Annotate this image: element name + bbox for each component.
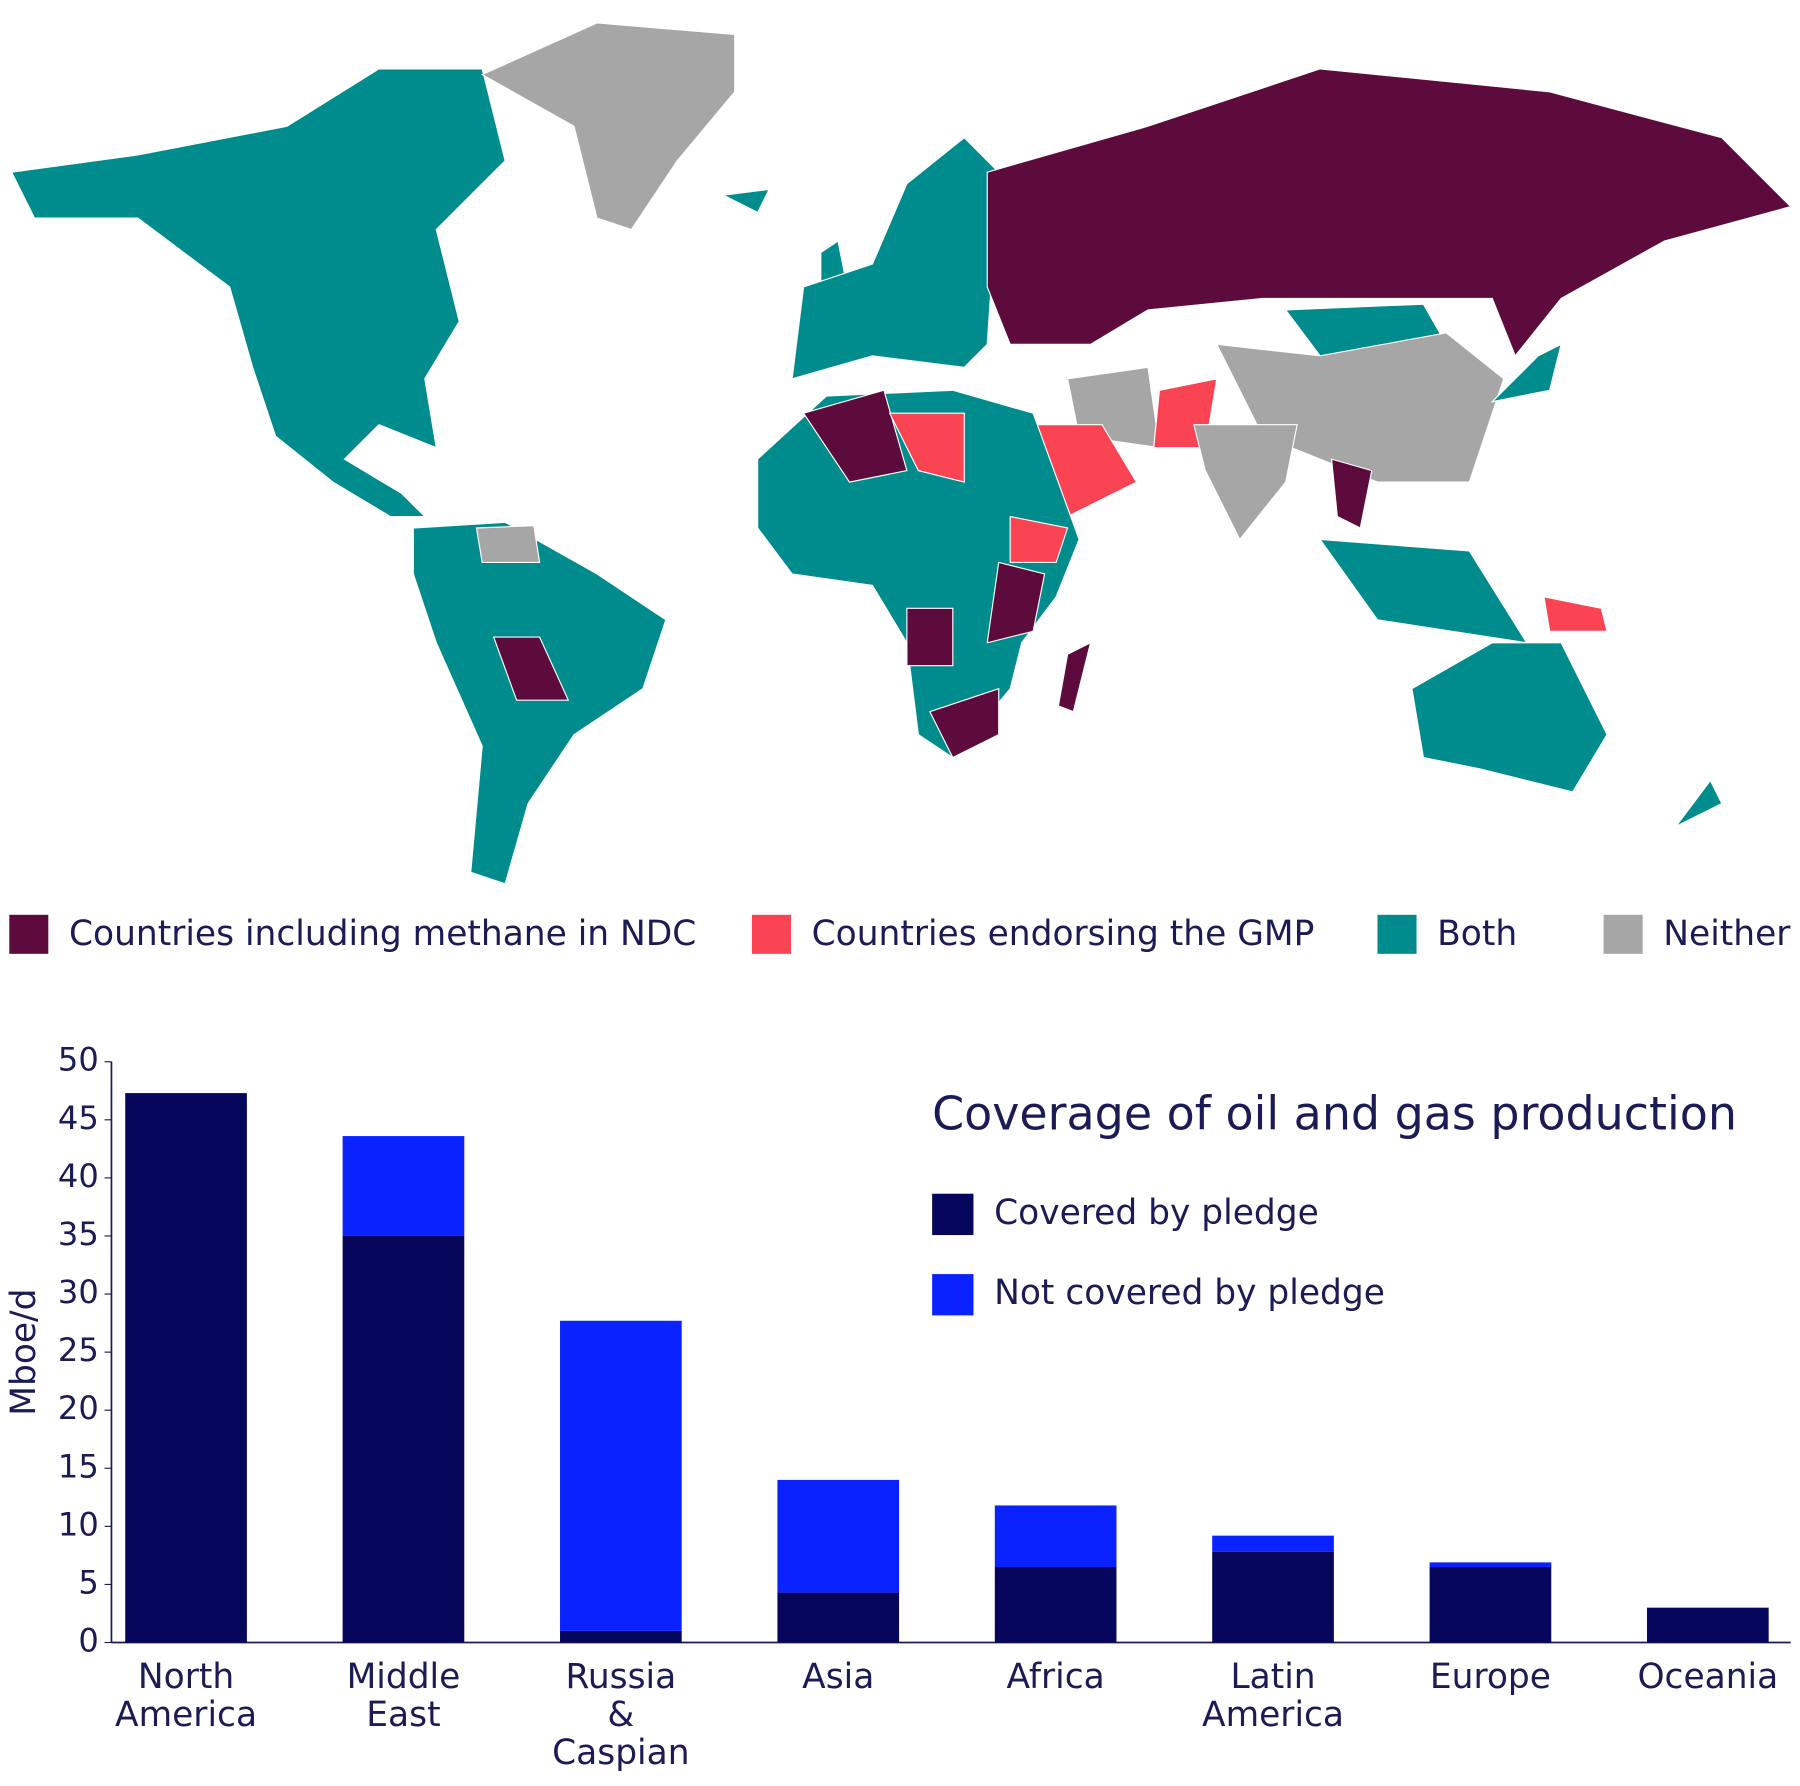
y-tick-label: 35 — [58, 1215, 99, 1253]
bolivia — [492, 636, 570, 701]
x-tick-label-line: Caspian — [552, 1732, 689, 1772]
x-tick-label-line: East — [366, 1694, 440, 1734]
y-tick-label: 50 — [58, 1041, 99, 1079]
x-tick-label: Africa — [1007, 1657, 1105, 1697]
bar-segment — [1646, 1607, 1769, 1643]
bar-segment — [777, 1592, 900, 1643]
x-tick-label: Oceania — [1637, 1657, 1778, 1697]
y-tick-label: 45 — [58, 1099, 99, 1137]
legend-swatch — [751, 914, 791, 954]
legend-label: Neither — [1663, 914, 1791, 954]
bar-segment — [994, 1505, 1117, 1568]
bar-segment — [342, 1136, 465, 1236]
iceland — [721, 188, 771, 214]
x-tick-label: Latin America — [1202, 1657, 1344, 1735]
x-tick-label: Asia — [802, 1657, 874, 1697]
y-tick-label: 20 — [58, 1389, 99, 1427]
bar-chart: Coverage of oil and gas production Mboe/… — [4, 1041, 1791, 1773]
legend-swatch — [932, 1274, 974, 1316]
legend-label: Both — [1437, 914, 1517, 954]
x-tick-label: Russia & Caspian — [552, 1657, 689, 1773]
world-map — [10, 22, 1792, 885]
x-tick-label: North America — [115, 1657, 257, 1735]
bar-segment — [1429, 1567, 1552, 1643]
legend-swatch — [1603, 914, 1643, 954]
ethiopia — [1009, 515, 1069, 564]
x-tick-label-line: North — [138, 1657, 234, 1697]
y-tick-label: 30 — [58, 1273, 99, 1311]
algeria — [802, 389, 908, 483]
south-africa — [929, 687, 1000, 759]
angola — [906, 607, 954, 667]
x-tick-label-line: Latin — [1230, 1657, 1315, 1697]
x-tick-label-line: America — [115, 1694, 257, 1734]
venezuela — [475, 525, 541, 564]
x-tick-label-line: Asia — [802, 1657, 874, 1697]
thailand — [1330, 458, 1373, 529]
bar-segment — [342, 1235, 465, 1643]
x-tick-label: Middle East — [347, 1657, 461, 1735]
y-tick-label: 15 — [58, 1447, 99, 1485]
india — [1193, 424, 1298, 541]
x-tick-label-line: Russia — [565, 1657, 676, 1697]
y-tick-label: 0 — [78, 1622, 98, 1660]
bar-segment — [777, 1479, 900, 1593]
x-tick-label-line: Middle — [347, 1657, 461, 1697]
bar-segment — [1212, 1535, 1334, 1552]
legend-label: Countries endorsing the GMP — [812, 914, 1315, 954]
bar-segment — [125, 1093, 247, 1643]
greenland — [480, 22, 736, 231]
bar-segment — [1212, 1551, 1334, 1643]
bar-segment — [1429, 1562, 1552, 1568]
x-tick-label: Europe — [1430, 1657, 1551, 1697]
south-america — [412, 521, 667, 885]
legend-label: Countries including methane in NDC — [69, 914, 696, 954]
new-zealand — [1675, 779, 1723, 827]
chart-title: Coverage of oil and gas production — [932, 1086, 1737, 1140]
libya — [888, 412, 965, 483]
x-tick-label-line: Europe — [1430, 1657, 1551, 1697]
legend-swatch — [9, 914, 49, 954]
y-axis-label: Mboe/d — [4, 1289, 44, 1416]
x-tick-label-line: Oceania — [1637, 1657, 1778, 1697]
papua-new-guinea — [1543, 596, 1608, 632]
legend-swatch — [1377, 914, 1417, 954]
legend-swatch — [932, 1193, 974, 1236]
madagascar — [1057, 641, 1092, 713]
australia — [1411, 642, 1608, 793]
x-tick-label-line: America — [1202, 1694, 1344, 1734]
southeast-asia — [1318, 538, 1528, 644]
russia — [986, 68, 1792, 357]
y-tick-label: 10 — [58, 1505, 99, 1543]
map-legend: Countries including methane in NDC Countr… — [9, 914, 1791, 954]
y-tick-label: 40 — [58, 1157, 99, 1195]
europe — [791, 136, 1000, 380]
africa — [757, 389, 1080, 759]
y-tick-label: 25 — [58, 1331, 99, 1369]
east-africa — [986, 561, 1046, 644]
north-america — [10, 68, 506, 518]
y-tick-label: 5 — [78, 1563, 98, 1601]
x-tick-label-line: & — [607, 1694, 634, 1734]
bar-segment — [560, 1320, 682, 1631]
x-tick-label-line: Africa — [1007, 1657, 1105, 1697]
bar-segment — [560, 1630, 682, 1643]
legend-label: Covered by pledge — [994, 1193, 1319, 1233]
bar-segment — [994, 1567, 1117, 1643]
japan — [1490, 343, 1563, 403]
legend-label: Not covered by pledge — [994, 1273, 1385, 1313]
